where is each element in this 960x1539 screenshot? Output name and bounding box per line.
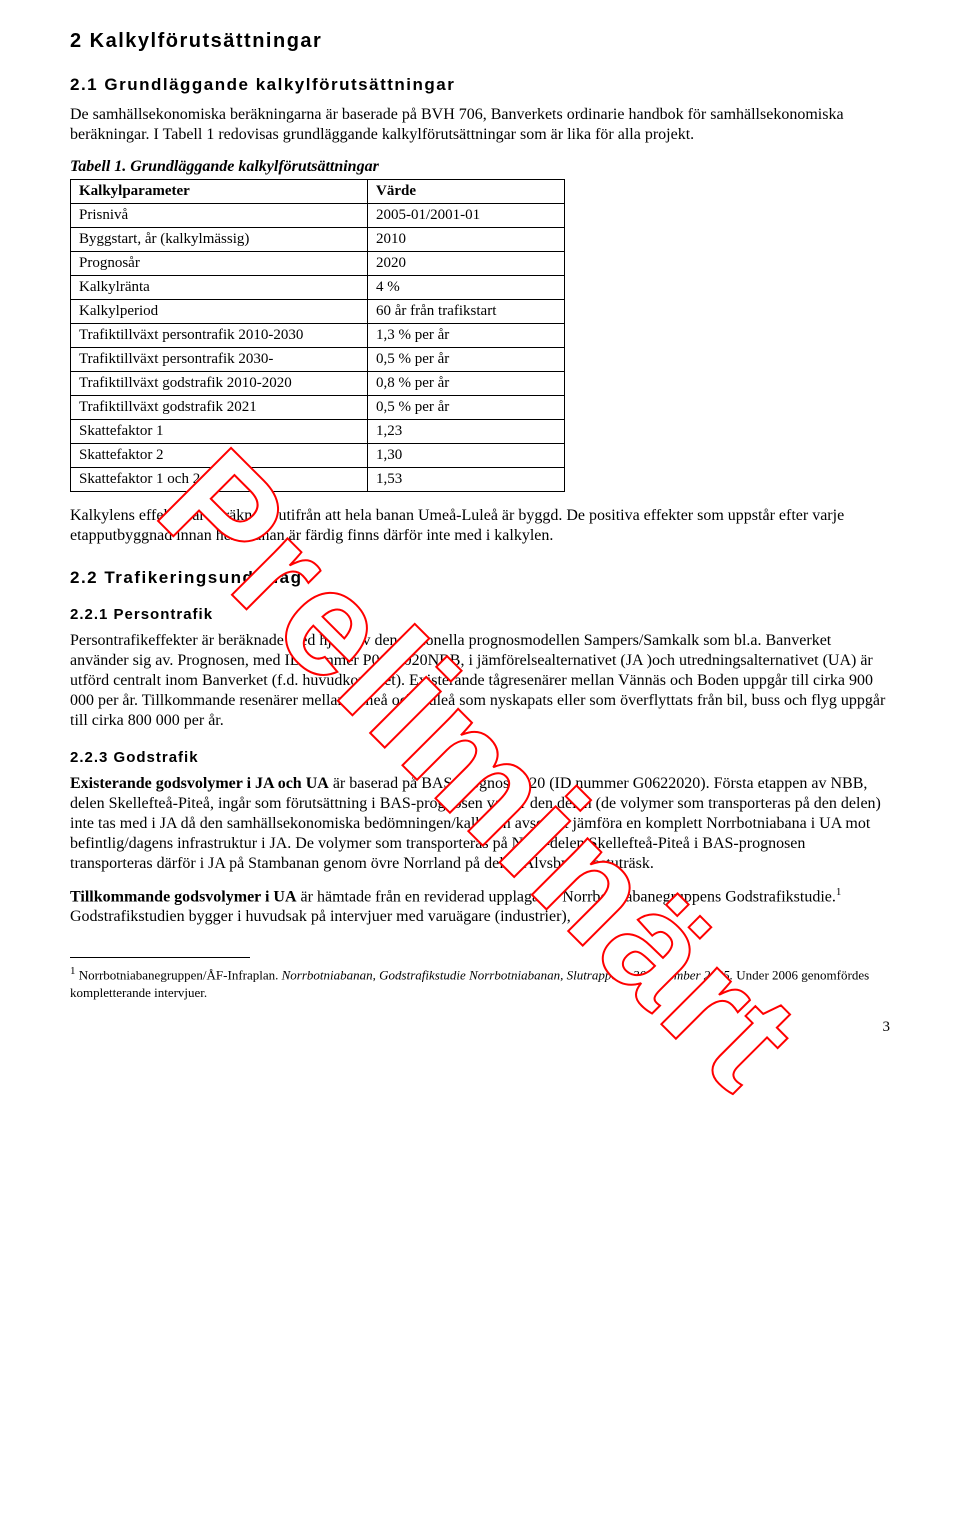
table-row: Skattefaktor 21,30: [71, 444, 565, 468]
table-row: Skattefaktor 1 och 21,53: [71, 468, 565, 492]
heading-s21: 2.1 Grundläggande kalkylförutsättningar: [70, 75, 890, 95]
paragraph-s223-p1: Existerande godsvolymer i JA och UA är b…: [70, 774, 890, 874]
heading-h1: 2 Kalkylförutsättningar: [70, 30, 890, 53]
table-row: Trafiktillväxt persontrafik 2010-20301,3…: [71, 324, 565, 348]
footnote-separator: [70, 957, 250, 958]
table-row: Trafiktillväxt godstrafik 20210,5 % per …: [71, 396, 565, 420]
cell-value: 1,30: [368, 444, 565, 468]
table1-caption: Tabell 1. Grundläggande kalkylförutsättn…: [70, 157, 890, 177]
document-content: 2 Kalkylförutsättningar 2.1 Grundläggand…: [70, 30, 890, 1036]
table-row: Kalkylränta4 %: [71, 276, 565, 300]
footnote-lead: Norrbotniabanegruppen/ÅF-Infraplan.: [76, 968, 282, 983]
table-header-param: Kalkylparameter: [71, 180, 368, 204]
cell-param: Prognosår: [71, 252, 368, 276]
cell-param: Prisnivå: [71, 204, 368, 228]
page-number: 3: [70, 1019, 890, 1036]
cell-value: 0,8 % per år: [368, 372, 565, 396]
cell-value: 4 %: [368, 276, 565, 300]
table-row: Trafiktillväxt godstrafik 2010-20200,8 %…: [71, 372, 565, 396]
table-row: Kalkylperiod60 år från trafikstart: [71, 300, 565, 324]
table-row: Byggstart, år (kalkylmässig)2010: [71, 228, 565, 252]
cell-param: Trafiktillväxt godstrafik 2021: [71, 396, 368, 420]
cell-param: Skattefaktor 1: [71, 420, 368, 444]
cell-value: 2020: [368, 252, 565, 276]
cell-value: 2005-01/2001-01: [368, 204, 565, 228]
table-row: Prisnivå2005-01/2001-01: [71, 204, 565, 228]
paragraph-s223-p2: Tillkommande godsvolymer i UA är hämtade…: [70, 886, 890, 927]
cell-value: 1,53: [368, 468, 565, 492]
cell-param: Trafiktillväxt godstrafik 2010-2020: [71, 372, 368, 396]
text-run: är hämtade från en reviderad upplaga av …: [297, 888, 836, 905]
table-header-value: Värde: [368, 180, 565, 204]
cell-param: Skattefaktor 1 och 2: [71, 468, 368, 492]
cell-param: Byggstart, år (kalkylmässig): [71, 228, 368, 252]
cell-value: 0,5 % per år: [368, 396, 565, 420]
paragraph-s221: Persontrafikeffekter är beräknade med hj…: [70, 631, 890, 731]
cell-value: 60 år från trafikstart: [368, 300, 565, 324]
table-row: Skattefaktor 11,23: [71, 420, 565, 444]
footnote-ref-1: 1: [836, 886, 842, 898]
heading-s22: 2.2 Trafikeringsunderlag: [70, 568, 890, 588]
cell-param: Trafiktillväxt persontrafik 2010-2030: [71, 324, 368, 348]
cell-param: Trafiktillväxt persontrafik 2030-: [71, 348, 368, 372]
heading-s223: 2.2.3 Godstrafik: [70, 749, 890, 766]
paragraph-s21-intro: De samhällsekonomiska beräkningarna är b…: [70, 105, 890, 145]
cell-param: Kalkylperiod: [71, 300, 368, 324]
paragraph-s21-after-table: Kalkylens effekter är beräknade utifrån …: [70, 506, 890, 546]
cell-value: 1,3 % per år: [368, 324, 565, 348]
bold-text: Tillkommande godsvolymer i UA: [70, 888, 297, 905]
cell-param: Kalkylränta: [71, 276, 368, 300]
text-run: Godstrafikstudien bygger i huvudsak på i…: [70, 908, 571, 925]
cell-value: 2010: [368, 228, 565, 252]
cell-value: 0,5 % per år: [368, 348, 565, 372]
footnote-italic: Norrbotniabanan, Godstrafikstudie Norrbo…: [282, 968, 733, 983]
cell-param: Skattefaktor 2: [71, 444, 368, 468]
cell-value: 1,23: [368, 420, 565, 444]
footnote-1: 1 Norrbotniabanegruppen/ÅF-Infraplan. No…: [70, 964, 890, 1001]
bold-text: Existerande godsvolymer i JA och UA: [70, 775, 329, 792]
heading-s221: 2.2.1 Persontrafik: [70, 606, 890, 623]
table-row: Trafiktillväxt persontrafik 2030-0,5 % p…: [71, 348, 565, 372]
table-kalkylparameter: Kalkylparameter Värde Prisnivå2005-01/20…: [70, 179, 565, 492]
table-row: Prognosår2020: [71, 252, 565, 276]
